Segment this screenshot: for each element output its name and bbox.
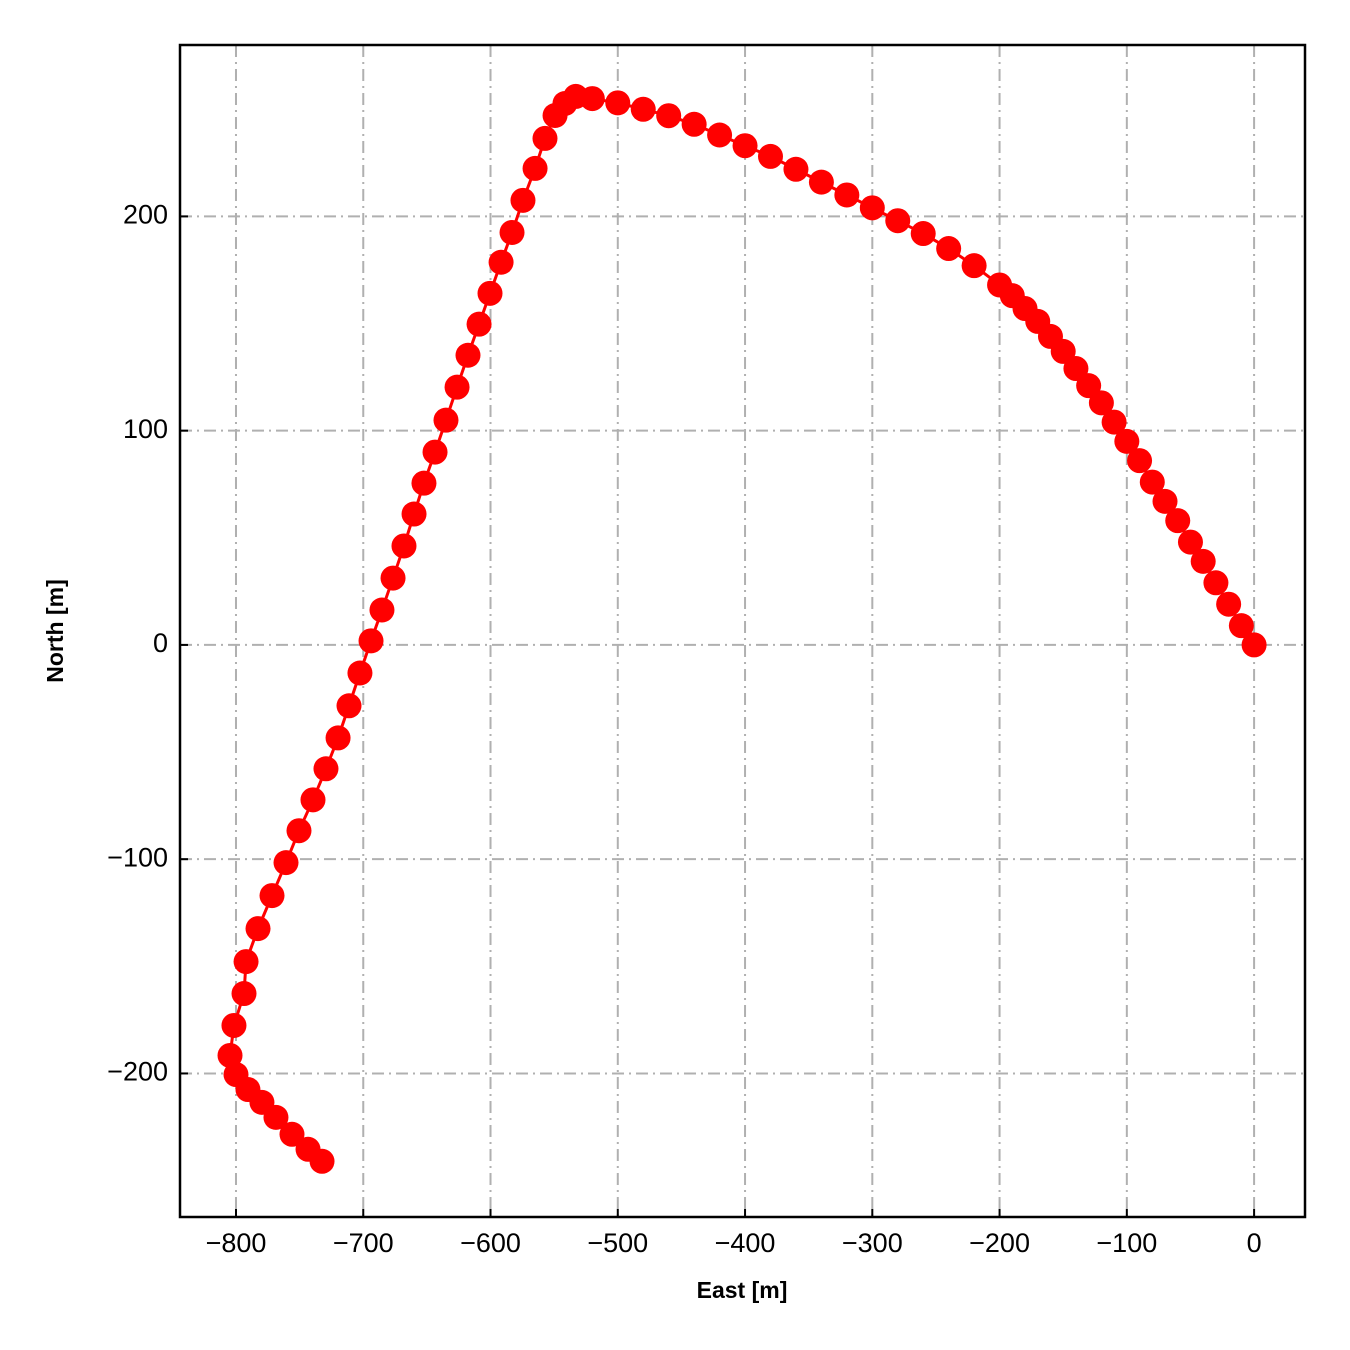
marker — [522, 155, 548, 181]
marker — [313, 756, 339, 782]
marker — [834, 182, 860, 208]
marker — [391, 533, 417, 559]
marker — [411, 470, 437, 496]
marker — [542, 102, 568, 128]
marker — [910, 221, 936, 247]
marker — [499, 219, 525, 245]
plot-frame — [178, 43, 1307, 1219]
marker — [783, 156, 809, 182]
marker — [1190, 548, 1216, 574]
marker — [681, 111, 707, 137]
x-tick-label: −600 — [460, 1228, 521, 1258]
marker — [1076, 373, 1102, 399]
marker — [380, 565, 406, 591]
marker — [732, 133, 758, 159]
marker — [325, 725, 351, 751]
marker — [808, 169, 834, 195]
marker — [656, 103, 682, 129]
y-axis-label: North [m] — [42, 579, 68, 682]
marker — [466, 311, 492, 337]
marker — [1228, 613, 1254, 639]
marker — [1127, 448, 1153, 474]
marker — [707, 122, 733, 148]
x-axis-label: East [m] — [697, 1277, 788, 1303]
x-tick-label: −400 — [715, 1228, 776, 1258]
marker — [286, 818, 312, 844]
marker — [1203, 570, 1229, 596]
marker — [1114, 428, 1140, 454]
marker — [347, 660, 373, 686]
marker — [961, 253, 987, 279]
x-tick-label: −700 — [333, 1228, 394, 1258]
marker — [444, 374, 470, 400]
marker — [1165, 508, 1191, 534]
marker — [605, 90, 631, 116]
marker — [1101, 409, 1127, 435]
y-tick-label: −200 — [107, 1057, 168, 1087]
marker — [1216, 591, 1242, 617]
marker — [369, 597, 395, 623]
marker — [221, 1012, 247, 1038]
marker — [1241, 632, 1267, 658]
x-tick-label: −300 — [842, 1228, 903, 1258]
marker — [433, 407, 459, 433]
marker — [630, 96, 656, 122]
marker — [1063, 356, 1089, 382]
marker — [263, 1104, 289, 1130]
y-tick-label: 200 — [123, 200, 168, 230]
y-tick-label: −100 — [107, 842, 168, 872]
marker — [300, 787, 326, 813]
marker — [422, 439, 448, 465]
marker — [885, 208, 911, 234]
marker — [532, 125, 558, 151]
marker — [477, 280, 503, 306]
marker — [1152, 488, 1178, 514]
marker — [401, 501, 427, 527]
marker — [455, 342, 481, 368]
marker — [279, 1121, 305, 1147]
marker — [936, 236, 962, 262]
marker — [233, 949, 259, 975]
y-tick-label: 0 — [153, 628, 168, 658]
x-tick-label: −100 — [1096, 1228, 1157, 1258]
marker — [273, 850, 299, 876]
x-tick-label: −200 — [969, 1228, 1030, 1258]
marker — [217, 1042, 243, 1068]
marker — [231, 981, 257, 1007]
marker — [757, 143, 783, 169]
trajectory-line — [228, 94, 1256, 1163]
marker — [1088, 390, 1114, 416]
marker — [336, 693, 362, 719]
x-tick-label: −500 — [587, 1228, 648, 1258]
x-tick-label: −800 — [206, 1228, 267, 1258]
marker — [245, 916, 271, 942]
marker — [1177, 529, 1203, 555]
marker — [859, 195, 885, 221]
marker — [309, 1148, 335, 1174]
y-tick-label: 100 — [123, 414, 168, 444]
marker — [488, 249, 514, 275]
marker — [1139, 469, 1165, 495]
marker — [987, 272, 1013, 298]
x-tick-label: 0 — [1247, 1228, 1262, 1258]
marker — [510, 187, 536, 213]
marker — [259, 883, 285, 909]
marker — [358, 628, 384, 654]
